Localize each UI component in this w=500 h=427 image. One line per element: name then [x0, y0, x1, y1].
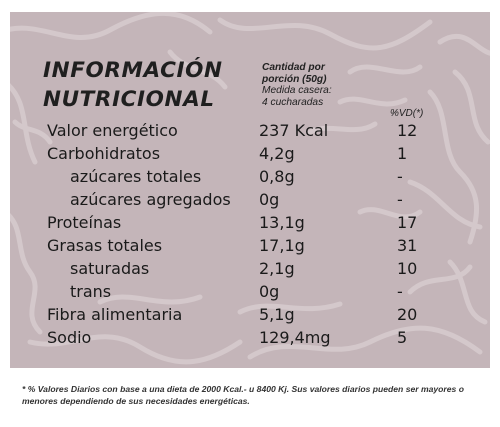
nutrient-vd: 5 — [397, 328, 408, 347]
nutrient-label: Carbohidratos — [47, 144, 161, 163]
nutrient-label: Sodio — [47, 328, 92, 347]
nutrient-vd: - — [397, 282, 403, 301]
nutrient-amount: 5,1g — [259, 305, 295, 324]
daily-values-footnote: * % Valores Diarios con base a una dieta… — [22, 384, 464, 406]
nutrient-amount: 13,1g — [259, 213, 305, 232]
title-line-2: NUTRICIONAL — [43, 87, 215, 112]
nutrient-row: Valor energético 237 Kcal 12 — [10, 119, 490, 142]
nutrient-amount: 17,1g — [259, 236, 305, 255]
nutrient-row: Proteínas 13,1g 17 — [10, 211, 490, 234]
label-title: INFORMACIÓN NUTRICIONAL — [43, 56, 223, 114]
nutrient-label: Fibra alimentaria — [47, 305, 183, 324]
nutrient-label: Grasas totales — [47, 236, 163, 255]
nutrient-label: azúcares agregados — [70, 190, 231, 209]
nutrient-label: Proteínas — [47, 213, 122, 232]
nutrient-row: Fibra alimentaria 5,1g 20 — [10, 303, 490, 326]
nutrient-vd: 17 — [397, 213, 418, 232]
nutrient-vd: - — [397, 167, 403, 186]
nutrient-row: Carbohidratos 4,2g 1 — [10, 142, 490, 165]
portion-info: Cantidad por porción (50g) Medida casera… — [262, 62, 332, 108]
nutrient-row: Sodio 129,4mg 5 — [10, 326, 490, 349]
decorative-maze-pattern — [10, 12, 490, 365]
portion-line-1: Cantidad por — [262, 62, 325, 73]
nutrient-amount: 0g — [259, 282, 280, 301]
nutrient-subrow: saturadas 2,1g 10 — [10, 257, 490, 280]
nutrient-subrow: azúcares agregados 0g - — [10, 188, 490, 211]
portion-line-2: porción (50g) — [262, 73, 327, 85]
title-line-1: INFORMACIÓN — [43, 58, 223, 83]
nutrient-vd: - — [397, 190, 403, 209]
nutrition-panel: INFORMACIÓN NUTRICIONAL Cantidad por por… — [10, 12, 490, 368]
nutrient-vd: 20 — [397, 305, 418, 324]
nutrient-table: Valor energético 237 Kcal 12 Carbohidrat… — [10, 119, 490, 349]
nutrient-vd: 31 — [397, 236, 418, 255]
nutrient-vd: 10 — [397, 259, 418, 278]
nutrient-amount: 129,4mg — [259, 328, 331, 347]
nutrient-subrow: azúcares totales 0,8g - — [10, 165, 490, 188]
nutrient-label: azúcares totales — [70, 167, 202, 186]
nutrient-amount: 237 Kcal — [259, 121, 329, 140]
nutrient-label: trans — [70, 282, 112, 301]
nutrient-label: saturadas — [70, 259, 150, 278]
nutrient-row: Grasas totales 17,1g 31 — [10, 234, 490, 257]
nutrient-subrow: trans 0g - — [10, 280, 490, 303]
nutrient-vd: 12 — [397, 121, 418, 140]
nutrient-amount: 0,8g — [259, 167, 295, 186]
nutrient-amount: 4,2g — [259, 144, 295, 163]
nutrient-amount: 0g — [259, 190, 280, 209]
nutrient-label: Valor energético — [47, 121, 178, 140]
nutrient-amount: 2,1g — [259, 259, 295, 278]
portion-line-4: 4 cucharadas — [262, 96, 324, 108]
vd-column-header: %VD(*) — [390, 108, 424, 119]
portion-line-3: Medida casera: — [262, 85, 332, 97]
nutrient-vd: 1 — [397, 144, 408, 163]
